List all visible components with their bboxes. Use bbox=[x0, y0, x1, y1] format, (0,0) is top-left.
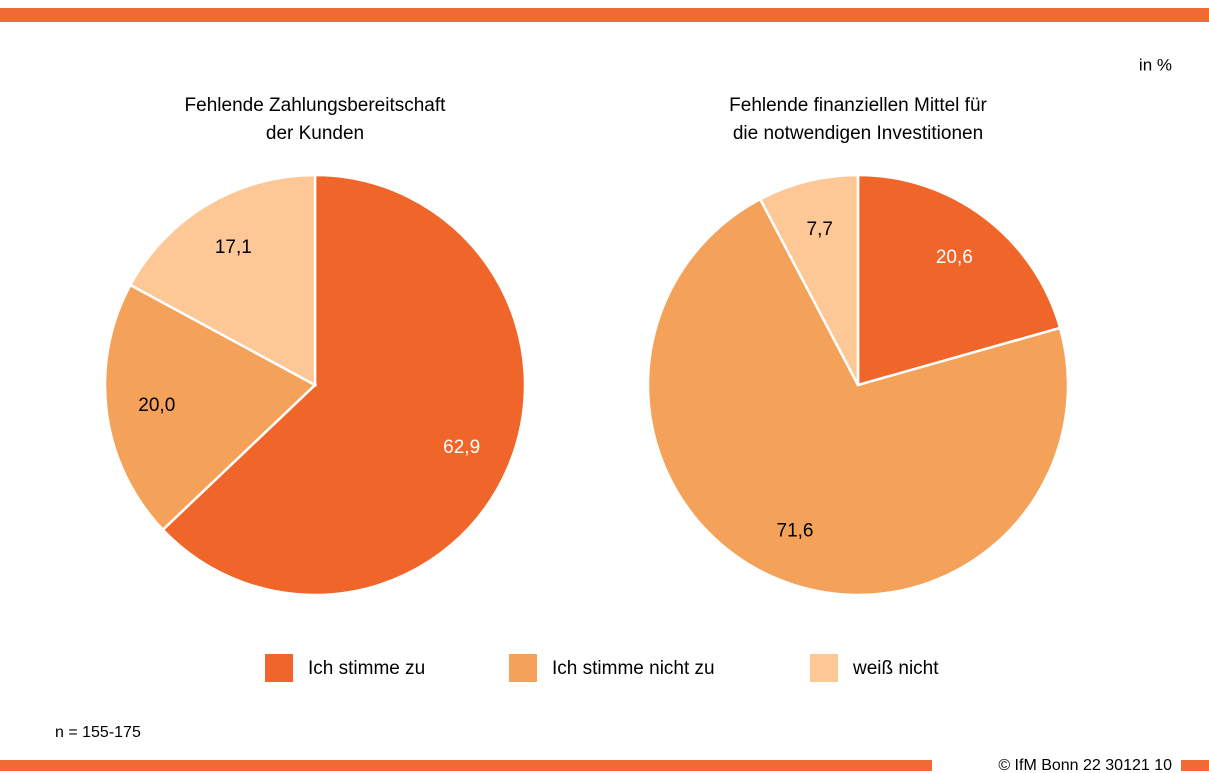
pie-slice bbox=[103, 283, 318, 532]
slice-label: 62,9 bbox=[443, 437, 480, 458]
bottom-bar bbox=[0, 760, 932, 771]
pie-slice bbox=[161, 173, 527, 597]
pie-title: der Kunden bbox=[266, 123, 364, 144]
pie-title: Fehlende finanziellen Mittel für bbox=[729, 95, 987, 116]
slice-label: 7,7 bbox=[807, 219, 833, 240]
pie-slice bbox=[646, 197, 1070, 597]
bottom-bar-end bbox=[1181, 760, 1209, 771]
legend-label: Ich stimme nicht zu bbox=[552, 658, 715, 679]
pie-slice bbox=[758, 173, 860, 386]
legend-label: Ich stimme zu bbox=[308, 658, 425, 679]
pie-title: die notwendigen Investitionen bbox=[733, 123, 983, 144]
slice-label: 20,0 bbox=[138, 395, 175, 416]
legend-swatch bbox=[810, 654, 838, 682]
legend-label: weiß nicht bbox=[852, 658, 939, 679]
slice-label: 71,6 bbox=[777, 521, 814, 542]
slice-label: 17,1 bbox=[215, 237, 252, 258]
pie-slice bbox=[128, 173, 317, 388]
pie-slice bbox=[856, 173, 1062, 387]
legend-swatch bbox=[265, 654, 293, 682]
top-bar bbox=[0, 8, 1209, 22]
unit-label: in % bbox=[1139, 55, 1172, 74]
legend-swatch bbox=[509, 654, 537, 682]
pie-title: Fehlende Zahlungsbereitschaft bbox=[185, 95, 447, 116]
source-label: © IfM Bonn 22 30121 10 bbox=[998, 757, 1172, 773]
sample-note: n = 155-175 bbox=[55, 724, 141, 741]
slice-label: 20,6 bbox=[936, 247, 973, 268]
